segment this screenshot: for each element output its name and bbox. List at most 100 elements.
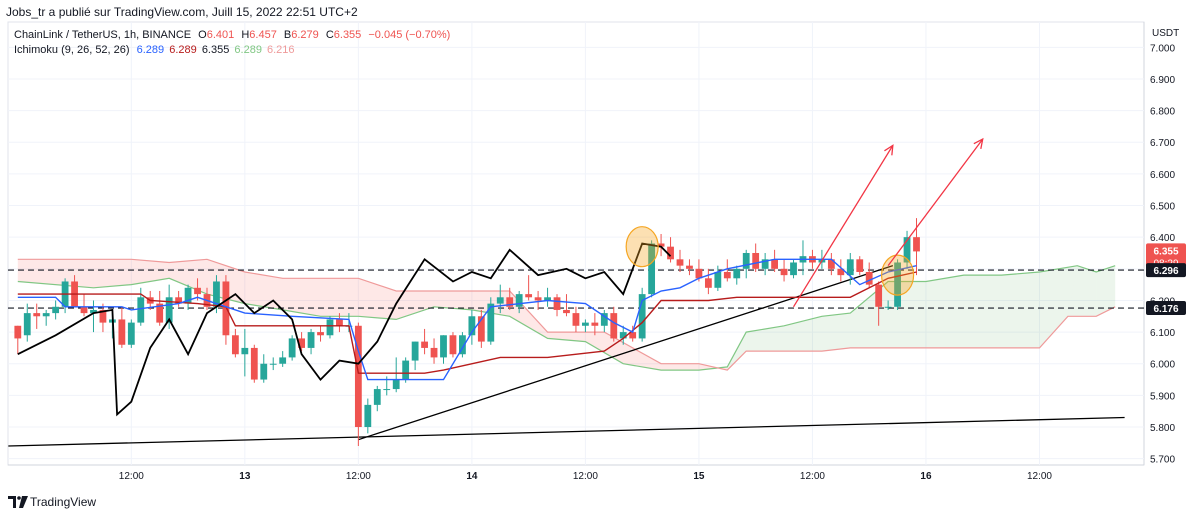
candle-body[interactable] xyxy=(90,309,97,314)
candle-body[interactable] xyxy=(411,341,419,361)
candle-body[interactable] xyxy=(496,297,504,304)
candle-body[interactable] xyxy=(165,297,173,323)
candle-body[interactable] xyxy=(648,243,656,295)
candle-body[interactable] xyxy=(336,319,343,326)
candle-body[interactable] xyxy=(534,297,542,301)
candle-body[interactable] xyxy=(80,306,88,314)
candle-body[interactable] xyxy=(260,363,268,380)
candle-body[interactable] xyxy=(657,243,665,247)
candle-body[interactable] xyxy=(875,284,883,307)
candle-body[interactable] xyxy=(42,313,50,317)
candle-body[interactable] xyxy=(231,335,239,355)
candle-body[interactable] xyxy=(790,262,797,276)
candle-body[interactable] xyxy=(837,268,845,276)
candle-body[interactable] xyxy=(279,357,287,364)
candle-body[interactable] xyxy=(250,347,258,380)
candle-body[interactable] xyxy=(733,268,741,279)
candle-body[interactable] xyxy=(477,316,485,342)
candle-body[interactable] xyxy=(373,389,381,405)
candle-body[interactable] xyxy=(33,313,41,317)
indicator-name[interactable]: Ichimoku (9, 26, 52, 26) xyxy=(14,44,130,56)
candle-body[interactable] xyxy=(127,322,135,345)
candle-body[interactable] xyxy=(827,259,835,269)
price-tag[interactable] xyxy=(1146,301,1186,316)
candle-body[interactable] xyxy=(468,316,476,336)
price-tag[interactable] xyxy=(1146,243,1186,270)
candle-body[interactable] xyxy=(307,332,315,348)
candle-body[interactable] xyxy=(515,294,523,307)
candle-body[interactable] xyxy=(354,325,362,428)
candle-body[interactable] xyxy=(704,278,712,288)
candle-body[interactable] xyxy=(667,246,674,260)
candle-body[interactable] xyxy=(610,313,618,339)
candle-body[interactable] xyxy=(723,271,731,279)
candle-body[interactable] xyxy=(563,309,570,314)
candle-body[interactable] xyxy=(544,297,551,301)
candle-body[interactable] xyxy=(780,268,788,276)
candle-body[interactable] xyxy=(213,281,220,307)
candle-body[interactable] xyxy=(241,347,249,355)
candle-body[interactable] xyxy=(14,325,22,339)
candle-body[interactable] xyxy=(364,404,372,428)
candle-body[interactable] xyxy=(118,319,126,345)
candle-body[interactable] xyxy=(742,252,750,269)
candle-body[interactable] xyxy=(383,389,391,391)
candle-body[interactable] xyxy=(695,268,703,279)
candle-body[interactable] xyxy=(184,287,192,304)
candle-body[interactable] xyxy=(714,271,722,288)
candle-body[interactable] xyxy=(137,297,145,323)
candle-body[interactable] xyxy=(421,341,428,348)
candle-body[interactable] xyxy=(856,259,864,272)
candle-body[interactable] xyxy=(506,297,514,307)
candle-body[interactable] xyxy=(23,313,31,336)
candle-body[interactable] xyxy=(156,303,164,323)
candle-body[interactable] xyxy=(629,332,637,339)
candle-body[interactable] xyxy=(865,271,873,285)
candle-body[interactable] xyxy=(676,259,684,266)
plot-area[interactable] xyxy=(7,21,1145,466)
candle-body[interactable] xyxy=(591,322,599,326)
candle-body[interactable] xyxy=(761,259,769,269)
price-tag[interactable] xyxy=(1146,263,1186,278)
price-chart[interactable]: 5.7005.8005.9006.0006.1006.2006.3006.400… xyxy=(0,0,1200,489)
candle-body[interactable] xyxy=(459,335,466,355)
candle-body[interactable] xyxy=(99,309,107,323)
candle-body[interactable] xyxy=(572,313,580,326)
candle-body[interactable] xyxy=(430,347,438,358)
candle-body[interactable] xyxy=(449,335,457,355)
candle-body[interactable] xyxy=(175,297,183,304)
candle-body[interactable] xyxy=(884,306,892,308)
candle-body[interactable] xyxy=(582,322,589,326)
candle-body[interactable] xyxy=(553,297,561,310)
trendline[interactable] xyxy=(358,265,894,441)
candle-body[interactable] xyxy=(686,265,693,269)
candle-body[interactable] xyxy=(894,262,901,307)
candle-body[interactable] xyxy=(317,332,324,336)
candle-body[interactable] xyxy=(752,252,760,269)
projection-arrow[interactable] xyxy=(887,138,984,267)
trendline[interactable] xyxy=(8,416,1125,447)
candle-body[interactable] xyxy=(913,237,920,252)
highlight-circle[interactable] xyxy=(625,226,659,268)
candle-body[interactable] xyxy=(619,332,627,339)
candle-body[interactable] xyxy=(402,360,410,380)
candle-body[interactable] xyxy=(326,319,334,336)
projection-arrow[interactable] xyxy=(792,145,894,308)
candle-body[interactable] xyxy=(600,313,608,326)
candle-body[interactable] xyxy=(903,237,911,263)
candle-body[interactable] xyxy=(487,303,495,342)
candle-body[interactable] xyxy=(638,294,646,339)
candle-body[interactable] xyxy=(288,338,296,358)
currency-label[interactable]: USDT xyxy=(1152,28,1179,39)
candle-body[interactable] xyxy=(194,287,201,295)
candle-body[interactable] xyxy=(846,259,854,276)
highlight-circle[interactable] xyxy=(880,254,915,296)
candle-body[interactable] xyxy=(771,259,778,269)
candle-body[interactable] xyxy=(392,379,400,390)
candle-body[interactable] xyxy=(269,363,277,365)
candle-body[interactable] xyxy=(525,294,533,298)
symbol-name[interactable]: ChainLink / TetherUS, 1h, BINANCE xyxy=(14,29,192,41)
candle-body[interactable] xyxy=(298,338,305,348)
candle-body[interactable] xyxy=(440,335,447,358)
candle-body[interactable] xyxy=(52,306,60,314)
